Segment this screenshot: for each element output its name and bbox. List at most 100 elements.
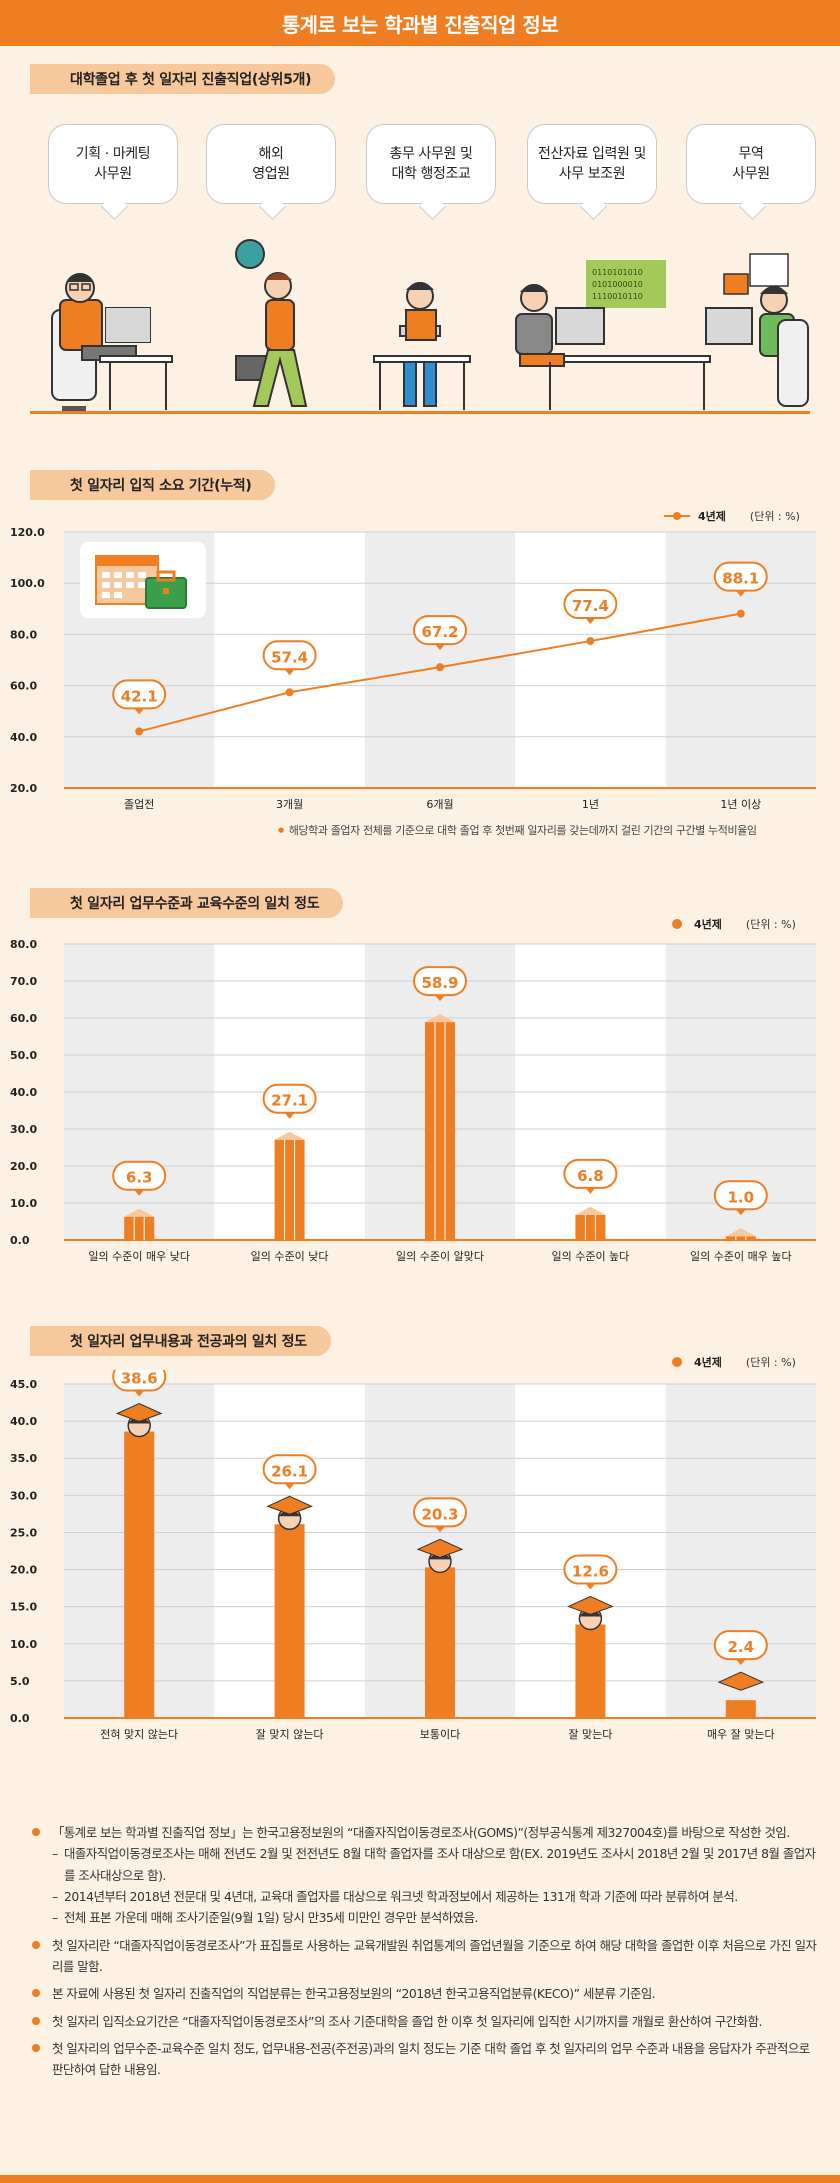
bar-value-2-pointer — [284, 1483, 295, 1490]
y-tick-label: 100.0 — [10, 577, 45, 590]
worker-sales-illustration — [235, 239, 308, 407]
bar-value-5-pointer — [735, 1209, 746, 1216]
job-bubble-5: 무역 사무원 — [686, 124, 816, 204]
y-tick-label: 20.0 — [10, 782, 37, 795]
x-tick-label: 일의 수준이 알맞다 — [396, 1249, 484, 1263]
x-tick-label: 졸업전 — [124, 798, 154, 811]
floor-line — [30, 411, 810, 414]
bar-value-1: 6.3 — [126, 1169, 153, 1187]
bar-value-1: 38.6 — [121, 1370, 158, 1388]
data-label-3-pointer — [435, 644, 445, 651]
job-bubble-4: 전산자료 입력원 및 사무 보조원 — [527, 124, 657, 204]
x-tick-label: 일의 수준이 매우 높다 — [690, 1249, 792, 1263]
bar-5 — [725, 1236, 756, 1240]
bar-value-5: 1.0 — [728, 1188, 755, 1206]
legend-series-edu: 4년제 — [672, 916, 722, 932]
note-bullet-icon — [32, 2016, 40, 2025]
bar-value-3-pointer — [435, 995, 445, 1002]
legend-edu: 4년제 (단위 : %) — [672, 916, 796, 932]
bar-value-2-pointer — [284, 1112, 295, 1119]
bar-value-4-pointer — [585, 1187, 596, 1194]
note-bullet-icon — [32, 1989, 40, 1998]
y-tick-label: 60.0 — [10, 1012, 37, 1025]
data-point-5 — [736, 609, 745, 618]
y-tick-label: 30.0 — [10, 1123, 37, 1136]
data-point-3 — [436, 663, 444, 672]
bar-value-4-bubble — [563, 1554, 618, 1585]
data-label-4-pointer — [585, 618, 596, 625]
sub-note: 2014년부터 2018년 전문대 및 4년대, 교육대 졸업자를 대상으로 워… — [52, 1886, 818, 1908]
job-label-4: 전산자료 입력원 및 사무 보조원 — [538, 145, 646, 182]
section-title-edu: 첫 일자리 업무수준과 교육수준의 일치 정도 — [29, 888, 344, 918]
job-label-3: 총무 사무원 및 대학 행정조교 — [389, 145, 473, 182]
y-tick-label: 10.0 — [10, 1638, 37, 1651]
legend-series-time: 4년제 — [664, 508, 726, 524]
calendar-briefcase-icon — [80, 542, 206, 618]
column-band-5 — [665, 1384, 816, 1718]
bar-2 — [274, 1524, 305, 1718]
legend-dot-marker-major — [672, 1357, 682, 1367]
y-tick-label: 45.0 — [10, 1378, 37, 1391]
section-title-jobs: 대학졸업 후 첫 일자리 진출직업(상위5개) — [29, 64, 336, 94]
job-label-2: 해외 영업원 — [252, 145, 290, 182]
bottom-bar — [0, 2175, 840, 2183]
graduation-cap-4 — [567, 1595, 614, 1616]
pencil-tip-4 — [575, 1206, 606, 1215]
x-tick-label: 전혀 맞지 않는다 — [100, 1728, 178, 1741]
data-label-3: 67.2 — [421, 623, 458, 641]
bar-value-5-bubble — [713, 1630, 768, 1661]
x-tick-label: 잘 맞지 않는다 — [256, 1728, 324, 1741]
column-band-3 — [364, 532, 516, 788]
binary-line-1: 0110101010 — [592, 268, 643, 277]
sub-note: 전체 표본 가운데 매해 조사기준일(9월 1일) 당시 만35세 미만인 경우… — [52, 1907, 818, 1929]
bar-value-4: 12.6 — [572, 1562, 609, 1580]
data-label-1: 42.1 — [121, 687, 158, 705]
footnote-time: 해당학과 졸업자 전체를 기준으로 대학 졸업 후 첫번째 일자리를 갖는데까지… — [278, 822, 757, 838]
pencil-tip-1 — [124, 1208, 155, 1217]
worker-marketing-illustration — [51, 273, 173, 414]
legend-series-major: 4년제 — [672, 1354, 722, 1370]
x-tick-label: 1년 이상 — [720, 798, 761, 811]
data-label-5: 88.1 — [722, 570, 759, 588]
y-tick-label: 40.0 — [10, 1086, 37, 1099]
y-tick-label: 40.0 — [10, 1415, 37, 1428]
worker-trade-illustration — [703, 253, 809, 410]
bar-value-3-pointer — [435, 1526, 445, 1533]
x-tick-label: 잘 맞는다 — [568, 1728, 612, 1741]
legend-unit-major: (단위 : %) — [745, 1356, 796, 1369]
data-label-3-bubble — [413, 615, 467, 646]
note-text: 첫 일자리 입직소요기간은 “대졸자직업이동경로조사”의 조사 기준대학을 졸업… — [52, 2013, 762, 2029]
bar-value-1-pointer — [134, 1189, 145, 1196]
x-tick-label: 3개월 — [276, 798, 303, 811]
note-text: 첫 일자리란 “대졸자직업이동경로조사”가 표집틀로 사용하는 교육개발원 취업… — [52, 1937, 817, 1974]
pencil-tip-3 — [425, 1014, 455, 1023]
legend-series-label-major: 4년제 — [694, 1356, 722, 1369]
bar-5 — [725, 1700, 756, 1718]
bar-value-3-bubble — [413, 1497, 467, 1528]
legend-line-marker — [664, 512, 690, 520]
y-tick-label: 15.0 — [10, 1601, 37, 1614]
data-label-4: 77.4 — [572, 597, 609, 615]
section-title-time: 첫 일자리 입직 소요 기간(누적) — [29, 470, 276, 500]
bar-1 — [124, 1431, 155, 1718]
note-4: 첫 일자리 입직소요기간은 “대졸자직업이동경로조사”의 조사 기준대학을 졸업… — [32, 2011, 818, 2032]
legend-major: 4년제 (단위 : %) — [672, 1354, 796, 1370]
job-label-1: 기획 · 마케팅 사무원 — [75, 145, 151, 182]
bar-value-3: 58.9 — [421, 974, 458, 992]
bar-2 — [274, 1139, 305, 1240]
note-1: 「통계로 보는 학과별 진출직업 정보」는 한국고용정보원의 “대졸자직업이동경… — [32, 1822, 818, 1929]
data-label-2: 57.4 — [271, 648, 308, 666]
bar-value-2: 27.1 — [271, 1092, 308, 1110]
y-tick-label: 120.0 — [10, 526, 45, 539]
bar-3 — [425, 1567, 455, 1718]
y-tick-label: 30.0 — [10, 1489, 37, 1502]
bar-value-2-bubble — [262, 1083, 317, 1114]
sub-note: 대졸자직업이동경로조사는 매해 전년도 2월 및 전전년도 8월 대학 졸업자를… — [52, 1843, 818, 1886]
data-label-2-bubble — [262, 640, 317, 671]
job-label-5: 무역 사무원 — [732, 145, 770, 182]
job-bubble-1: 기획 · 마케팅 사무원 — [48, 124, 178, 204]
y-tick-label: 0.0 — [10, 1234, 30, 1247]
y-tick-label: 50.0 — [10, 1049, 37, 1062]
note-text: 「통계로 보는 학과별 진출직업 정보」는 한국고용정보원의 “대졸자직업이동경… — [52, 1825, 790, 1840]
